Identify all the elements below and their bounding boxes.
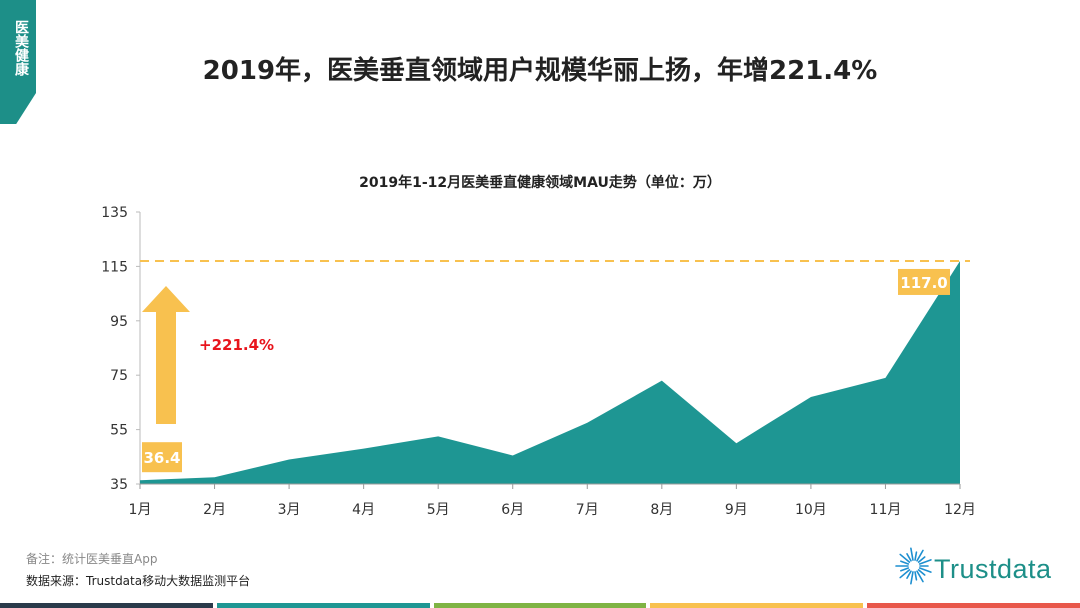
x-tick-label: 1月 [129,502,152,518]
section-tab-label: 医美健康 [13,20,29,76]
x-tick-label: 8月 [650,502,673,518]
brand-logo: Trustdata [892,536,1072,592]
x-tick-label: 9月 [725,502,748,518]
bottom-bar-segment [867,603,1080,608]
x-tick-label: 11月 [870,502,902,518]
first-value-label: 36.4 [143,449,180,467]
bottom-bar-segment [650,603,864,608]
bottom-color-bar [0,603,1080,608]
mau-area-chart: 35 55 75 95 115 135 1月 2月 3月 4月 5月 6月 7月 8月 9月 10月 11月 12… [101,205,976,518]
x-tick-label: 2月 [203,502,226,518]
mau-area-series [140,260,960,484]
y-tick-label: 115 [101,259,128,275]
logo-ray [914,571,918,581]
logo-ray [918,567,932,573]
y-tick-label: 75 [110,368,128,384]
logo-ray [916,570,924,583]
y-tick-label: 55 [110,423,128,439]
footer-note: 备注：统计医美垂直App [26,552,158,566]
logo-ray [916,549,924,562]
logo-ray [900,567,910,572]
x-tick-label: 10月 [795,502,827,518]
bottom-bar-segment [216,603,430,608]
logo-ray [900,560,910,565]
x-tick-label: 4月 [352,502,375,518]
logo-ray [918,559,932,565]
last-value-label: 117.0 [900,274,947,292]
brand-name: Trustdata [934,554,1052,584]
x-tick-label: 7月 [576,502,599,518]
logo-ray [906,553,912,562]
x-tick-label: 3月 [278,502,301,518]
y-tick-label: 135 [101,205,128,221]
logo-ray [914,551,918,561]
logo-ray [917,569,926,576]
sunburst-logo-icon [895,547,932,585]
x-tick-label: 6月 [501,502,524,518]
first-value-label-box [142,442,182,473]
y-tick-label: 35 [110,477,128,493]
growth-arrow-icon [142,286,190,424]
bottom-bar-segment [0,603,213,608]
bottom-bar-segment [433,603,647,608]
chart-title: 2019年1-12月医美垂直健康领域MAU走势（单位：万） [359,175,721,191]
footer-source: 数据来源：Trustdata移动大数据监测平台 [26,574,251,588]
page-title: 2019年，医美垂直领域用户规模华丽上扬，年增221.4% [202,56,878,86]
y-tick-label: 95 [110,314,128,330]
logo-ray [906,570,912,579]
logo-ray [899,569,911,579]
logo-ray [917,556,926,563]
x-tick-label: 12月 [944,502,976,518]
logo-ray [910,571,914,585]
logo-ray [899,553,911,563]
x-tick-label: 5月 [427,502,450,518]
growth-annotation: +221.4% [199,336,274,354]
logo-ray [910,547,914,561]
last-value-label-box [898,268,950,295]
